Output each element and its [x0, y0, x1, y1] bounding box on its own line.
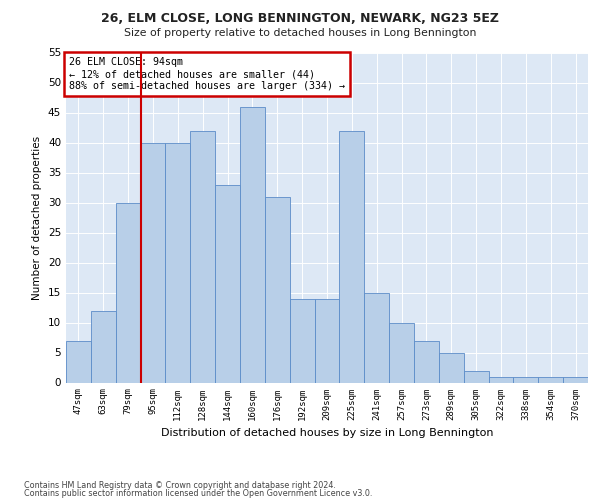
Text: 26, ELM CLOSE, LONG BENNINGTON, NEWARK, NG23 5EZ: 26, ELM CLOSE, LONG BENNINGTON, NEWARK, … [101, 12, 499, 26]
Bar [563, 376, 588, 382]
Bar [265, 196, 290, 382]
Text: Contains public sector information licensed under the Open Government Licence v3: Contains public sector information licen… [24, 488, 373, 498]
Bar [514, 376, 538, 382]
Bar [91, 310, 116, 382]
Text: Size of property relative to detached houses in Long Bennington: Size of property relative to detached ho… [124, 28, 476, 38]
Bar [439, 352, 464, 382]
Bar [414, 340, 439, 382]
Bar [140, 142, 166, 382]
Bar [116, 202, 140, 382]
Text: Contains HM Land Registry data © Crown copyright and database right 2024.: Contains HM Land Registry data © Crown c… [24, 481, 336, 490]
Bar [314, 298, 340, 382]
Bar [215, 184, 240, 382]
Bar [364, 292, 389, 382]
Bar [240, 106, 265, 382]
Bar [290, 298, 314, 382]
X-axis label: Distribution of detached houses by size in Long Bennington: Distribution of detached houses by size … [161, 428, 493, 438]
Y-axis label: Number of detached properties: Number of detached properties [32, 136, 43, 300]
Bar [66, 340, 91, 382]
Bar [464, 370, 488, 382]
Bar [190, 130, 215, 382]
Bar [389, 322, 414, 382]
Bar [340, 130, 364, 382]
Text: 26 ELM CLOSE: 94sqm
← 12% of detached houses are smaller (44)
88% of semi-detach: 26 ELM CLOSE: 94sqm ← 12% of detached ho… [68, 58, 344, 90]
Bar [166, 142, 190, 382]
Bar [488, 376, 514, 382]
Bar [538, 376, 563, 382]
